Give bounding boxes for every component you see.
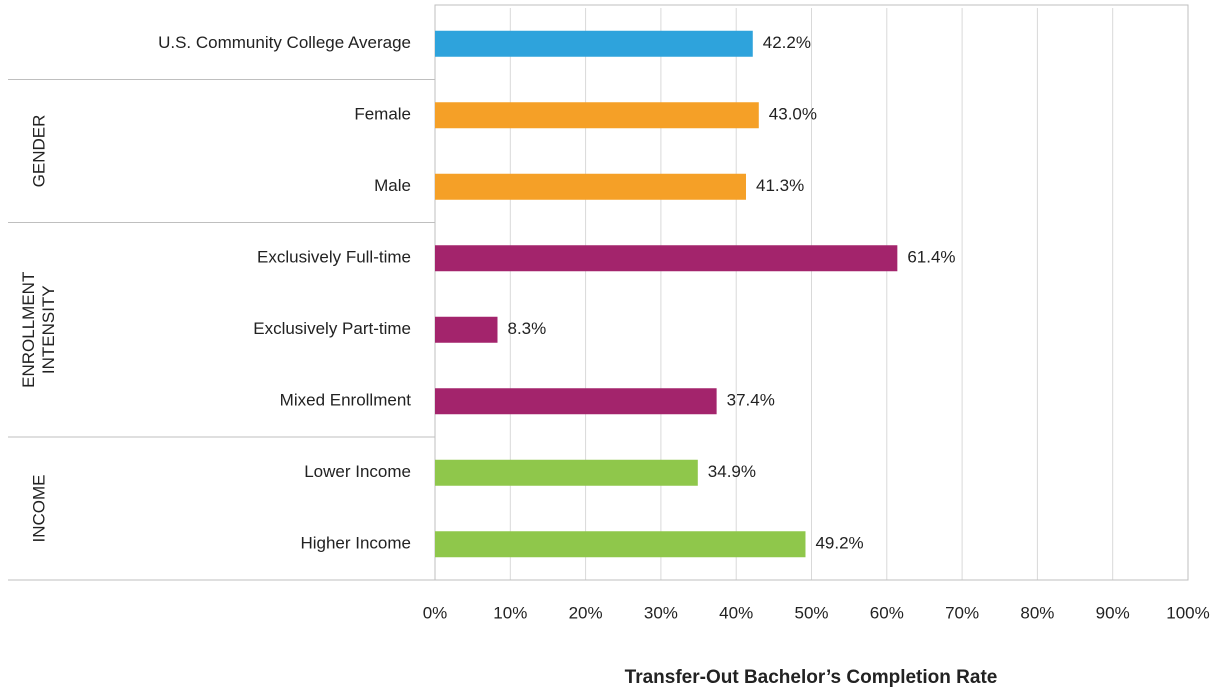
x-tick-label: 0% <box>423 603 448 622</box>
x-tick-label: 90% <box>1096 603 1130 622</box>
group-label: ENROLLMENTINTENSITY <box>19 272 58 388</box>
x-tick-label: 70% <box>945 603 979 622</box>
bar <box>435 245 898 272</box>
data-label: 42.2% <box>763 33 811 52</box>
data-label: 37.4% <box>727 391 775 410</box>
data-label: 49.2% <box>815 534 863 553</box>
category-label: Mixed Enrollment <box>280 391 412 410</box>
x-axis-title: Transfer-Out Bachelor’s Completion Rate <box>625 667 998 688</box>
x-tick-label: 100% <box>1166 603 1209 622</box>
data-label: 8.3% <box>507 319 546 338</box>
bar <box>435 316 498 343</box>
category-label: Exclusively Full-time <box>257 248 411 267</box>
bar <box>435 459 698 486</box>
bar <box>435 388 717 415</box>
group-label: GENDER <box>29 115 48 188</box>
data-label: 43.0% <box>769 105 817 124</box>
bar <box>435 30 753 57</box>
x-tick-label: 30% <box>644 603 678 622</box>
group-label: INCOME <box>29 475 48 543</box>
data-label: 34.9% <box>708 462 756 481</box>
bar <box>435 102 759 129</box>
data-label: 41.3% <box>756 176 804 195</box>
category-label: Exclusively Part-time <box>253 319 411 338</box>
bar <box>435 173 746 200</box>
x-tick-label: 60% <box>870 603 904 622</box>
x-tick-label: 80% <box>1020 603 1054 622</box>
category-label: Female <box>354 105 411 124</box>
bar <box>435 531 806 558</box>
x-tick-label: 50% <box>794 603 828 622</box>
category-label: Higher Income <box>300 534 411 553</box>
category-label: Lower Income <box>304 462 411 481</box>
category-label: Male <box>374 176 411 195</box>
x-tick-label: 40% <box>719 603 753 622</box>
x-tick-label: 20% <box>569 603 603 622</box>
category-label: U.S. Community College Average <box>158 33 411 52</box>
data-label: 61.4% <box>907 248 955 267</box>
x-tick-label: 10% <box>493 603 527 622</box>
